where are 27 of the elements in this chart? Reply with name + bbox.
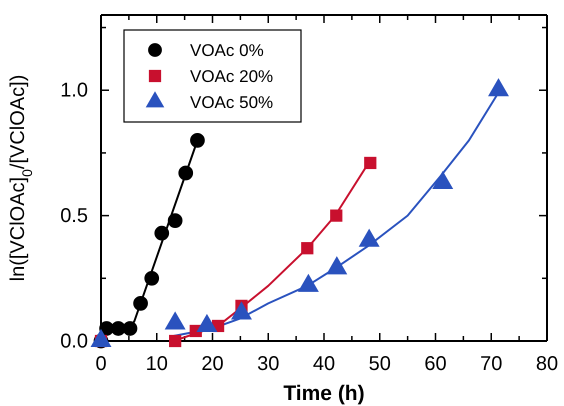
point [178,166,194,180]
x-tick-label: 70 [480,353,502,375]
x-tick-label: 0 [95,353,107,375]
y-tick-label: 0.0 [60,330,88,352]
legend-label: VOAc 50% [190,92,274,112]
x-axis-title: Time (h) [283,382,365,405]
point [364,156,376,170]
point [169,334,182,348]
point [154,226,170,241]
x-tick-label: 80 [536,353,558,375]
point [168,213,183,228]
point [133,296,148,311]
x-tick-label: 50 [368,353,391,375]
point [144,270,160,286]
x-tick-label: 40 [312,353,336,375]
point [330,209,342,222]
legend-label: VOAc 0% [190,40,264,60]
x-tick-label: 10 [146,353,168,375]
x-tick-label: 20 [201,353,224,375]
point [122,321,138,336]
x-tick-label: 30 [257,353,280,375]
x-tick-label: 60 [424,353,447,375]
y-tick-label: 1.0 [60,80,88,102]
y-tick-label: 0.5 [60,205,88,228]
point [190,133,205,148]
point [301,242,314,254]
legend-label: VOAc 20% [190,66,274,86]
